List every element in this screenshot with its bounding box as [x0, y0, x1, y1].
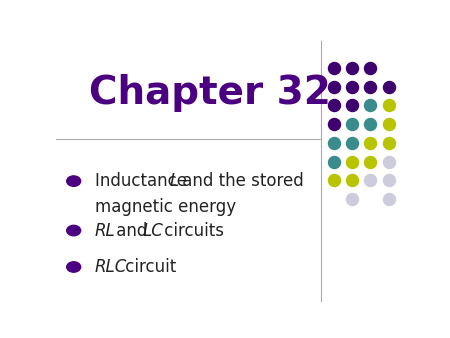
Point: [330, 84, 337, 89]
Point: [385, 196, 392, 202]
Text: L: L: [170, 172, 179, 190]
Point: [330, 103, 337, 108]
Point: [330, 159, 337, 164]
Point: [367, 140, 374, 146]
Point: [348, 196, 356, 202]
Point: [367, 65, 374, 71]
Text: RL: RL: [94, 221, 115, 240]
Point: [367, 103, 374, 108]
Text: circuits: circuits: [159, 221, 224, 240]
Point: [367, 177, 374, 183]
Point: [348, 159, 356, 164]
Point: [348, 103, 356, 108]
Point: [348, 140, 356, 146]
Point: [385, 103, 392, 108]
Point: [330, 65, 337, 71]
Point: [385, 84, 392, 89]
Circle shape: [67, 225, 81, 236]
Point: [367, 159, 374, 164]
Circle shape: [67, 176, 81, 186]
Text: Chapter 32: Chapter 32: [89, 74, 331, 112]
Text: Inductance: Inductance: [94, 172, 192, 190]
Point: [330, 140, 337, 146]
Point: [330, 121, 337, 127]
Text: circuit: circuit: [120, 258, 176, 276]
Point: [367, 121, 374, 127]
Text: and: and: [111, 221, 152, 240]
Point: [385, 140, 392, 146]
Text: RLC: RLC: [94, 258, 127, 276]
Text: LC: LC: [143, 221, 164, 240]
Text: and the stored: and the stored: [177, 172, 304, 190]
Point: [348, 121, 356, 127]
Circle shape: [67, 262, 81, 272]
Point: [367, 84, 374, 89]
Point: [385, 159, 392, 164]
Point: [330, 177, 337, 183]
Point: [385, 121, 392, 127]
Point: [348, 65, 356, 71]
Point: [348, 84, 356, 89]
Text: magnetic energy: magnetic energy: [94, 198, 236, 216]
Point: [348, 177, 356, 183]
Point: [385, 177, 392, 183]
